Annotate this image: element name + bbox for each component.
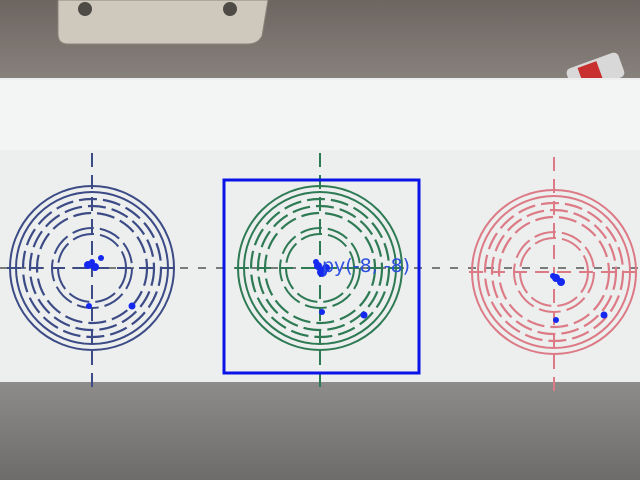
impact-dot [98, 255, 104, 261]
target-ring-dashed [35, 211, 149, 325]
target-center [235, 153, 405, 388]
impact-dot [322, 264, 330, 272]
target-ring [9, 185, 175, 351]
target-ring [237, 185, 403, 351]
target-left [7, 153, 177, 388]
impact-dot [86, 303, 92, 309]
target-ring [477, 195, 631, 349]
target-ring-dashed [497, 215, 611, 329]
impact-dot [550, 273, 556, 279]
impact-dot [360, 311, 368, 319]
target-ring-inner [519, 237, 589, 307]
coordinate-readout: py(-8, -8) [322, 255, 410, 277]
target-ring-dashed [490, 208, 618, 336]
selection-box [222, 178, 421, 375]
target-ring-dashed [21, 197, 163, 339]
impact-dot [89, 259, 95, 265]
target-ring-inner [57, 233, 127, 303]
target-ring-inner [285, 233, 355, 303]
target-ring-dashed [249, 197, 391, 339]
impact-dot [557, 278, 565, 286]
impact-dot [600, 311, 608, 319]
target-ring-dashed [483, 201, 625, 343]
impact-dot [319, 309, 325, 315]
target-ring-dashed [263, 211, 377, 325]
target-ring-inner [279, 227, 361, 309]
target-ring-inner [51, 227, 133, 309]
paper-sheen [0, 80, 640, 150]
target-ring [243, 191, 397, 345]
impact-dot [313, 259, 319, 265]
target-ring-dashed [28, 204, 156, 332]
impact-dot [91, 263, 99, 271]
metal-bracket [57, 0, 269, 45]
impact-dot [128, 302, 136, 310]
impact-markers [84, 255, 608, 323]
target-ring-inner [513, 231, 595, 313]
impact-dot [553, 317, 559, 323]
target-ring [471, 189, 637, 355]
target-ring [15, 191, 169, 345]
target-ring-dashed [256, 204, 384, 332]
grey-tape [0, 382, 640, 480]
targets [7, 153, 639, 392]
